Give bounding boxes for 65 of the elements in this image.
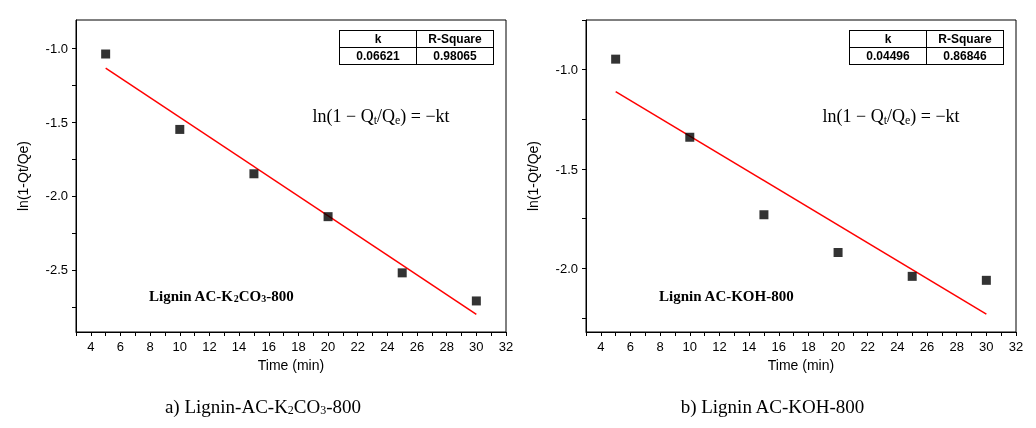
x-tick-label: 8 xyxy=(656,339,664,354)
x-tick-label: 4 xyxy=(597,339,605,354)
y-axis-title: ln(1-Qt/Qe) xyxy=(15,140,31,212)
x-tick-label: 10 xyxy=(682,339,698,354)
point xyxy=(471,296,481,306)
x-tick-label: 32 xyxy=(1008,339,1024,354)
x-tick-label: 26 xyxy=(409,339,425,354)
annotation: ln(1 − Qt/Qe) = −kt xyxy=(822,106,960,128)
x-tick-label: 24 xyxy=(380,339,395,354)
x-tick-label: 6 xyxy=(116,339,125,354)
x-tick-label: 14 xyxy=(231,339,247,354)
y-tick-label: -1.5 xyxy=(45,114,68,130)
text: b) Lignin AC-KOH-800 xyxy=(680,396,865,418)
point xyxy=(101,49,111,59)
point xyxy=(175,124,185,134)
x-axis-title: Time (min) xyxy=(257,357,325,373)
x-tick-label: 12 xyxy=(202,339,217,354)
y-tick-label: -1.5 xyxy=(555,161,578,177)
point xyxy=(981,275,991,285)
annotation: Lignin AC-KOH-800 xyxy=(659,287,794,304)
x-tick-label: 20 xyxy=(830,339,846,354)
x-tick-label: 8 xyxy=(146,339,154,354)
x-tick-label: 26 xyxy=(919,339,935,354)
x-tick-label: 32 xyxy=(498,339,514,354)
point xyxy=(323,212,333,222)
x-axis-title: Time (min) xyxy=(767,357,835,373)
x-tick-label: 12 xyxy=(712,339,727,354)
x-tick-label: 28 xyxy=(439,339,454,354)
x-tick-label: 14 xyxy=(741,339,757,354)
y-tick-label: -2.0 xyxy=(555,260,578,276)
x-tick-label: 22 xyxy=(350,339,365,354)
x-tick-label: 10 xyxy=(172,339,188,354)
annotation: ln(1 − Qt/Qe) = −kt xyxy=(312,106,450,128)
annotation: 0.86846 xyxy=(926,47,1004,65)
annotation: R-Square xyxy=(416,30,494,48)
x-tick-label: 20 xyxy=(320,339,336,354)
x-tick-label: 22 xyxy=(860,339,875,354)
y-axis-title: ln(1-Qt/Qe) xyxy=(525,140,541,212)
point xyxy=(907,271,917,281)
y-tick-label: -1.0 xyxy=(555,62,578,78)
annotation: 0.04496 xyxy=(849,47,927,65)
x-tick-label: 6 xyxy=(626,339,635,354)
point xyxy=(397,268,407,278)
x-tick-label: 16 xyxy=(261,339,276,354)
x-tick-label: 18 xyxy=(291,339,306,354)
y-tick-label: -2.5 xyxy=(45,262,68,278)
x-tick-label: 16 xyxy=(771,339,786,354)
annotation: k xyxy=(849,30,927,48)
x-tick-label: 30 xyxy=(469,339,484,354)
annotation: R-Square xyxy=(926,30,1004,48)
x-tick-label: 30 xyxy=(979,339,994,354)
annotation: 0.98065 xyxy=(416,47,494,65)
x-tick-label: 18 xyxy=(801,339,816,354)
point xyxy=(833,248,843,258)
annotation: 0.06621 xyxy=(339,47,417,65)
x-tick-label: 24 xyxy=(890,339,905,354)
annotation: k xyxy=(339,30,417,48)
point xyxy=(685,132,695,142)
x-tick-label: 28 xyxy=(949,339,964,354)
point xyxy=(611,54,621,64)
x-tick-label: 4 xyxy=(87,339,95,354)
point xyxy=(759,210,769,220)
y-tick-label: -2.0 xyxy=(45,188,68,204)
y-tick-label: -1.0 xyxy=(45,40,68,56)
point xyxy=(249,169,259,179)
